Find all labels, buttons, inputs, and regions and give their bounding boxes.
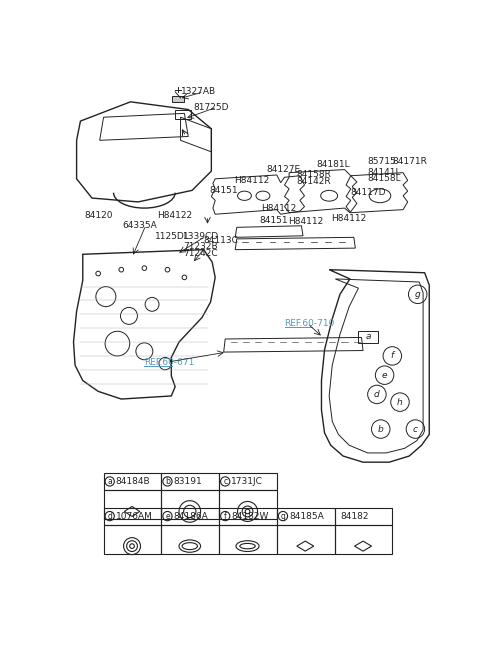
Bar [219,508,277,525]
Text: f: f [391,352,394,360]
Text: e: e [165,512,170,521]
Text: 84185A: 84185A [289,512,324,521]
Bar [219,525,277,554]
Text: H84112: H84112 [288,216,324,226]
Text: b: b [165,477,170,486]
Bar [219,473,277,490]
Bar [161,525,219,554]
Text: 84158L: 84158L [368,174,401,183]
Text: 84171R: 84171R [392,157,427,167]
Text: g: g [280,512,286,521]
Bar [161,508,219,525]
Bar [104,490,161,519]
Text: 84151: 84151 [209,186,238,195]
Text: 84113C: 84113C [204,236,239,245]
Text: 84186A: 84186A [174,512,208,521]
Text: f: f [224,512,227,521]
Text: REF.60-671: REF.60-671 [144,358,195,367]
Text: REF.60-710: REF.60-710 [285,319,335,328]
Text: H84112: H84112 [234,176,270,185]
Text: 71242C: 71242C [183,249,217,258]
Text: 84151: 84151 [260,216,288,225]
Text: 84120: 84120 [84,211,113,220]
Text: a: a [108,477,112,486]
Text: H84112: H84112 [262,203,297,213]
Bar [161,473,219,490]
Bar [219,490,277,519]
Text: h: h [397,398,403,407]
Bar [161,490,219,519]
Text: 81725D: 81725D [193,103,229,112]
Text: b: b [378,424,384,434]
Bar [104,525,161,554]
Text: d: d [107,512,112,521]
Text: 84158R: 84158R [296,171,331,180]
Text: c: c [413,424,418,434]
Text: a: a [366,332,371,341]
Text: 84117D: 84117D [350,188,385,197]
Text: 71232B: 71232B [183,242,217,251]
Text: 83191: 83191 [174,477,203,486]
Text: 84141L: 84141L [368,168,401,177]
Text: 84182W: 84182W [231,512,269,521]
Text: d: d [374,390,380,399]
Bar [104,508,161,525]
Bar [277,508,335,525]
Bar [277,525,335,554]
Text: 84181L: 84181L [317,161,350,169]
Text: 1327AB: 1327AB [180,87,216,96]
Text: H84112: H84112 [331,215,366,223]
Text: H84122: H84122 [157,211,192,220]
Text: g: g [415,290,420,299]
Text: 84142R: 84142R [296,176,331,186]
Text: 1731JC: 1731JC [231,477,263,486]
Text: c: c [223,477,227,486]
Text: 1339CD: 1339CD [183,232,219,241]
Bar [335,508,392,525]
Bar [335,525,392,554]
Text: 84182: 84182 [341,512,369,521]
Text: 84184B: 84184B [116,477,151,486]
Text: e: e [382,371,387,380]
Text: 1076AM: 1076AM [116,512,153,521]
Text: 64335A: 64335A [123,220,157,230]
Text: 85715: 85715 [368,157,396,167]
Text: 84127E: 84127E [267,165,301,174]
FancyBboxPatch shape [172,96,184,102]
Text: 1125DL: 1125DL [155,232,190,241]
Bar [104,473,161,490]
